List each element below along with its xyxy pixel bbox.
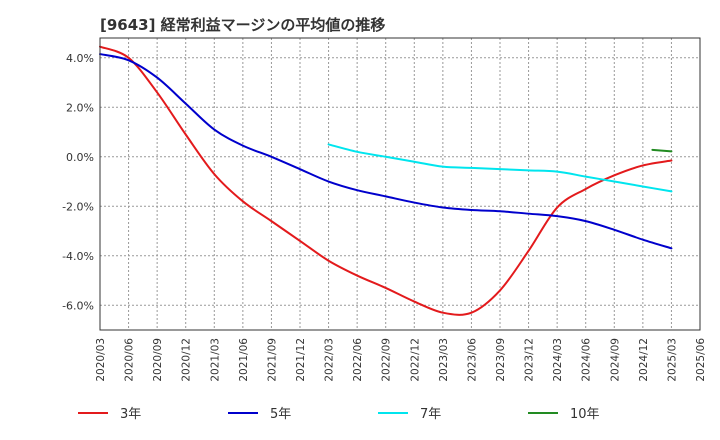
- legend-item-7yr: 7年: [378, 407, 441, 422]
- x-tick-label: 2020/06: [124, 338, 136, 382]
- legend-label: 5年: [270, 407, 291, 422]
- series-10yr-line: [651, 148, 673, 153]
- x-tick-label: 2025/03: [666, 338, 678, 382]
- x-tick-label: 2023/12: [524, 338, 536, 382]
- x-tick-label: 2023/09: [495, 338, 507, 382]
- legend-item-5yr: 5年: [228, 407, 291, 422]
- series-3yr-line: [99, 45, 673, 316]
- x-tick-label: 2022/06: [352, 338, 364, 382]
- legend: 3年 5年 7年 10年: [78, 407, 600, 422]
- y-tick-label: 4.0%: [66, 52, 94, 65]
- series-layer: [99, 45, 673, 316]
- legend-item-3yr: 3年: [78, 407, 141, 422]
- plot-area: [100, 38, 700, 330]
- x-tick-label: 2020/12: [181, 338, 193, 382]
- x-tick-label: 2023/06: [466, 338, 478, 382]
- x-tick-label: 2022/03: [324, 338, 336, 382]
- series-7yr-line: [327, 143, 673, 193]
- x-tick-label: 2021/06: [238, 338, 250, 382]
- legend-item-10yr: 10年: [528, 407, 600, 422]
- x-tick-label: 2022/12: [409, 338, 421, 382]
- x-tick-label: 2021/09: [266, 338, 278, 382]
- grid-layer: [100, 38, 700, 330]
- y-tick-labels: 4.0% 2.0% 0.0% -2.0% -4.0% -6.0%: [62, 52, 94, 312]
- x-tick-label: 2025/06: [695, 338, 707, 382]
- x-tick-label: 2022/09: [381, 338, 393, 382]
- series-5yr-line: [99, 53, 673, 250]
- plot-frame: [99, 37, 701, 331]
- x-tick-label: 2021/03: [209, 338, 221, 382]
- x-tick-label: 2021/12: [295, 338, 307, 382]
- legend-label: 7年: [420, 407, 441, 422]
- x-tick-label: 2024/09: [609, 338, 621, 382]
- x-tick-label: 2024/06: [581, 338, 593, 382]
- y-tick-label: -6.0%: [62, 299, 94, 312]
- x-tick-label: 2020/09: [152, 338, 164, 382]
- x-tick-label: 2024/03: [552, 338, 564, 382]
- x-tick-label: 2020/03: [95, 338, 107, 382]
- x-tick-labels: 2020/03 2020/06 2020/09 2020/12 2021/03 2021/…: [95, 338, 707, 382]
- chart-title: [9643] 経常利益マージンの平均値の推移: [100, 16, 385, 34]
- x-tick-label: 2023/03: [438, 338, 450, 382]
- y-tick-label: 0.0%: [66, 151, 94, 164]
- x-tick-label: 2024/12: [638, 338, 650, 382]
- legend-label: 3年: [120, 407, 141, 422]
- y-tick-label: -4.0%: [62, 250, 94, 263]
- y-tick-label: -2.0%: [62, 200, 94, 213]
- y-tick-label: 2.0%: [66, 101, 94, 114]
- legend-label: 10年: [570, 407, 600, 422]
